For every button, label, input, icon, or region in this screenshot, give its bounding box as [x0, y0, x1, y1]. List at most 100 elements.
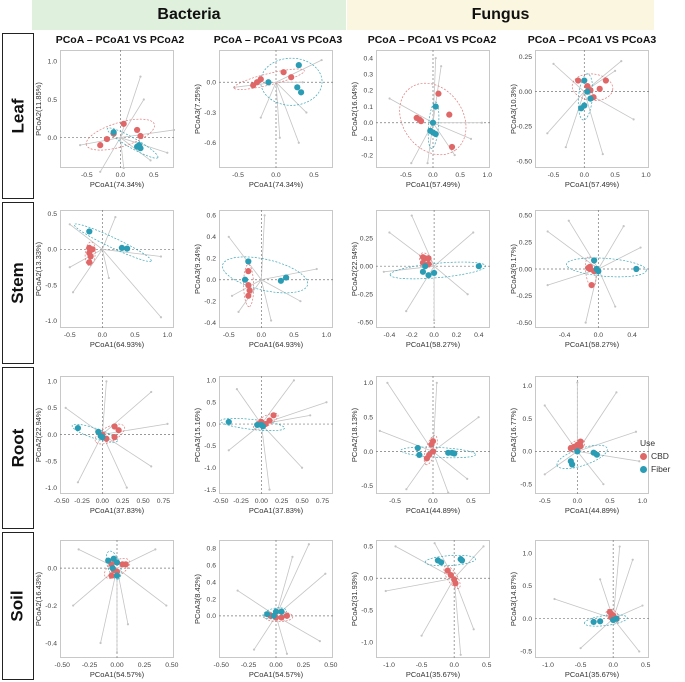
x-tick-label: -1.0 [542, 662, 554, 669]
loading-arrow [379, 430, 434, 452]
plot-frame [535, 376, 649, 494]
fiber-ellipse [427, 101, 440, 150]
x-tick-label: 0.00 [255, 498, 268, 505]
fiber-point [574, 448, 581, 455]
cbd-point [288, 74, 295, 81]
y-tick-label: 0.2 [364, 88, 374, 95]
loading-arrow [583, 91, 604, 155]
x-tick-label: 1.0 [638, 498, 648, 505]
x-axis-label: PCoA1(64.93%) [90, 340, 145, 349]
x-tick-label: -0.5 [64, 332, 76, 339]
x-tick-label: 0.75 [316, 498, 329, 505]
y-tick-label: -0.5 [45, 458, 57, 465]
arrow-head [632, 118, 635, 121]
loading-arrow [261, 423, 303, 469]
arrow-head [268, 488, 271, 491]
fiber-point [569, 461, 576, 468]
cbd-point [245, 292, 252, 299]
arrow-head [420, 634, 423, 637]
arrow-head [614, 69, 617, 72]
x-tick-label: -0.5 [548, 172, 560, 179]
column-title-1: PCoA – PCoA1 VS PCoA2 [55, 34, 185, 46]
x-tick-label: 0.25 [138, 662, 151, 669]
y-axis-label: PCoA2(22.94%) [350, 241, 359, 296]
cbd-point [444, 567, 451, 574]
arrow-head [584, 321, 587, 324]
loading-arrow [433, 232, 474, 267]
arrow-head [318, 640, 321, 643]
arrow-head [639, 246, 642, 249]
column-title-3: PCoA – PCoA1 VS PCoA2 [367, 34, 497, 46]
y-tick-label: 0.4 [364, 55, 374, 62]
loading-arrow [612, 618, 640, 652]
arrow-head [482, 545, 485, 548]
y-tick-label: -0.5 [520, 481, 532, 488]
y-tick-label: -0.5 [361, 483, 373, 490]
cbd-ellipse [104, 557, 130, 579]
x-tick-label: -0.4 [559, 332, 571, 339]
plot-frame [60, 210, 174, 328]
x-tick-label: -0.50 [213, 662, 229, 669]
y-tick-label: -1.0 [45, 318, 57, 325]
arrow-head [469, 137, 473, 141]
x-tick-label: 1.0 [322, 332, 332, 339]
x-tick-label: 0.2 [452, 332, 462, 339]
arrow-head [64, 406, 67, 409]
arrow-head [149, 159, 152, 162]
arrow-head [614, 305, 617, 308]
arrow-head [263, 214, 266, 217]
fiber-point [432, 130, 439, 138]
loading-arrow [433, 265, 468, 295]
fiber-point [282, 274, 290, 281]
y-tick-label: 0.0 [523, 449, 533, 456]
fiber-point [264, 611, 271, 618]
y-tick-label: -0.2 [361, 152, 373, 159]
plot-frame [376, 376, 490, 494]
arrow-head [620, 60, 623, 63]
plot-frame [219, 210, 333, 328]
fiber-point [294, 84, 301, 91]
cbd-point [435, 90, 442, 97]
fiber-point [278, 608, 285, 615]
cbd-point [585, 264, 592, 272]
cbd-point [245, 281, 252, 289]
x-axis-label: PCoA1(58.27%) [406, 340, 461, 349]
cbd-ellipse [443, 565, 461, 589]
arrow-head [410, 214, 413, 217]
x-tick-label: -0.5 [416, 662, 428, 669]
y-tick-label: -1.0 [45, 485, 57, 492]
cbd-point [122, 561, 129, 568]
fiber-point [295, 62, 302, 69]
y-tick-label: -0.3 [204, 110, 216, 117]
x-tick-label: -0.5 [575, 662, 587, 669]
arrow-head [576, 381, 579, 384]
x-tick-label: 0.4 [627, 332, 637, 339]
y-axis-label: PCoA3(8.42%) [193, 573, 202, 624]
x-tick-label: 0.50 [295, 498, 308, 505]
y-tick-label: 1.0 [48, 59, 58, 66]
y-tick-label: 0.2 [207, 596, 217, 603]
fiber-ellipse [389, 261, 487, 280]
cbd-point [103, 135, 111, 143]
arrow-head [166, 422, 169, 425]
plot-frame [219, 50, 333, 168]
y-tick-label: 0.00 [360, 263, 373, 270]
y-tick-label: -0.6 [204, 140, 216, 147]
arrow-head [154, 548, 157, 551]
loading-arrow [260, 82, 277, 118]
cbd-point [257, 76, 264, 83]
pcoa-plot: -0.5 0.0 0.5 1.0 -0.2 -0.1 0.0 0.1 0.2 0.3 0.4 PCoA… [350, 50, 492, 189]
y-tick-label: -0.4 [45, 640, 57, 647]
y-tick-label: 0.6 [207, 563, 217, 570]
y-axis-label: PCoA3(10.3%) [509, 83, 518, 134]
cbd-point [429, 448, 437, 455]
y-tick-label: 1.0 [207, 378, 217, 385]
arrow-head [410, 162, 413, 165]
cbd-point [283, 612, 291, 619]
arrow-head [378, 429, 381, 432]
fiber-point [458, 557, 466, 564]
loading-arrow [577, 450, 640, 462]
x-axis-label: PCoA1(44.89%) [406, 506, 461, 515]
pcoa-plot: -0.5 0.0 0.5 1.0 -0.4 -0.2 0.0 0.2 0.4 0.6 PCoA1(6… [193, 210, 333, 349]
arrow-head [638, 460, 641, 463]
